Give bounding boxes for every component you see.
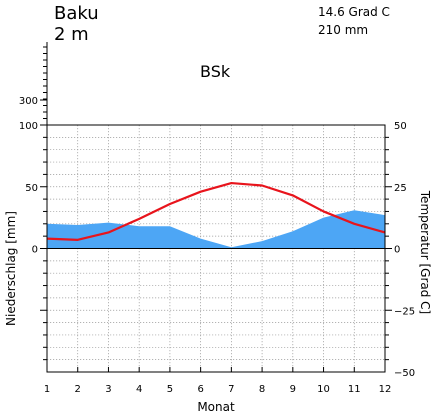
y-left-axis-title: Niederschlag [mm]: [4, 211, 18, 326]
precipitation-area: [47, 210, 385, 249]
chart-header: Baku 2 m 14.6 Grad C 210 mm BSk: [54, 3, 390, 81]
y-right-tick-label: −50: [394, 368, 415, 379]
y-left-tick-label: 100: [19, 121, 38, 132]
chart-series: [46, 181, 386, 249]
climate-classification: BSk: [200, 62, 231, 81]
station-elevation: 2 m: [54, 24, 89, 45]
x-tick-label: 2: [75, 384, 81, 395]
annual-precipitation: 210 mm: [318, 23, 368, 37]
x-tick-label: 9: [290, 384, 296, 395]
x-tick-label: 1: [44, 384, 50, 395]
x-axis-title: Monat: [197, 400, 235, 414]
station-name: Baku: [54, 3, 99, 24]
y-right-tick-label: −25: [394, 306, 415, 317]
x-tick-label: 8: [259, 384, 265, 395]
y-right-tick-label: 0: [394, 245, 400, 256]
y-right-tick-label: 50: [394, 121, 407, 132]
x-tick-label: 4: [136, 384, 142, 395]
temperature-line: [46, 181, 386, 241]
x-tick-label: 5: [167, 384, 173, 395]
x-tick-label: 10: [317, 384, 330, 395]
y-right-axis-title: Temperatur [Grad C]: [418, 190, 432, 314]
extended-axis-tick-label: 300: [19, 96, 38, 107]
x-tick-label: 12: [379, 384, 392, 395]
mean-temperature: 14.6 Grad C: [318, 5, 390, 19]
y-right-tick-label: 25: [394, 183, 407, 194]
extended-precipitation-axis: 300: [19, 42, 48, 125]
y-left-tick-label: 0: [32, 245, 38, 256]
y-left-tick-label: 50: [25, 183, 38, 194]
x-tick-label: 3: [105, 384, 111, 395]
x-tick-label: 6: [197, 384, 203, 395]
x-tick-label: 11: [348, 384, 361, 395]
x-tick-label: 7: [228, 384, 234, 395]
